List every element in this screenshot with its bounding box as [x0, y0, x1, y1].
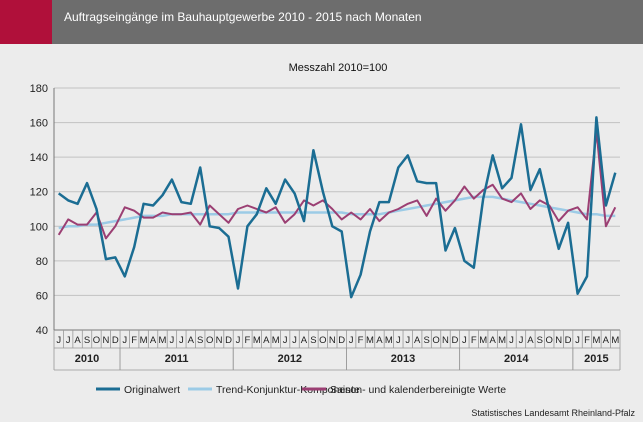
month-label: J: [509, 335, 514, 346]
month-label: F: [358, 335, 364, 346]
year-label-2012: 2012: [278, 353, 302, 365]
month-label: A: [527, 335, 534, 346]
month-label: J: [396, 335, 401, 346]
month-label: J: [170, 335, 175, 346]
month-label: J: [122, 335, 127, 346]
series-line-2: [57, 130, 617, 240]
chart-subtitle: Messzahl 2010=100: [289, 62, 388, 74]
month-label: M: [272, 335, 280, 346]
year-label-2011: 2011: [165, 353, 189, 365]
month-label: S: [310, 335, 316, 346]
month-label: F: [584, 335, 590, 346]
y-tick-label: 160: [30, 118, 48, 130]
month-label: M: [140, 335, 148, 346]
month-label: O: [93, 335, 100, 346]
y-tick-label: 40: [36, 325, 48, 337]
month-label: J: [349, 335, 354, 346]
month-label: J: [462, 335, 467, 346]
month-label: M: [385, 335, 393, 346]
month-label: O: [546, 335, 553, 346]
month-label: J: [179, 335, 184, 346]
y-tick-label: 140: [30, 152, 48, 164]
source-note: Statistisches Landesamt Rheinland-Pfalz: [471, 408, 635, 418]
month-label: M: [253, 335, 261, 346]
month-label: M: [611, 335, 619, 346]
month-label: J: [283, 335, 288, 346]
legend: Originalwert Trend-Konjunktur-KomponenteS…: [96, 384, 506, 396]
line-chart: Messzahl 2010=100 406080100120140160180 …: [30, 62, 621, 396]
month-label: M: [366, 335, 374, 346]
month-label: F: [244, 335, 250, 346]
month-label: M: [479, 335, 487, 346]
legend-label-1: Trend-Konjunktur-Komponente: [216, 384, 360, 396]
month-label: A: [150, 335, 157, 346]
chart-page-title: Auftragseingänge im Bauhauptgewerbe 2010…: [64, 10, 422, 24]
month-label: J: [56, 335, 61, 346]
month-label: N: [555, 335, 562, 346]
month-label: S: [423, 335, 429, 346]
y-tick-label: 180: [30, 83, 48, 95]
month-label: J: [292, 335, 297, 346]
month-label: A: [301, 335, 308, 346]
series-line-1: [58, 195, 616, 230]
month-label: A: [376, 335, 383, 346]
month-label: J: [575, 335, 580, 346]
month-label: J: [405, 335, 410, 346]
month-label: S: [537, 335, 543, 346]
month-label: A: [74, 335, 81, 346]
month-label: D: [112, 335, 119, 346]
month-label: O: [319, 335, 326, 346]
month-label: A: [263, 335, 270, 346]
month-label: M: [592, 335, 600, 346]
month-label: N: [442, 335, 449, 346]
chart-series: [57, 116, 617, 299]
month-label: A: [188, 335, 195, 346]
header-accent-block: [0, 0, 52, 44]
month-label: F: [131, 335, 137, 346]
year-label-2010: 2010: [75, 353, 99, 365]
year-label-2013: 2013: [391, 353, 415, 365]
month-label: A: [603, 335, 610, 346]
month-label: N: [329, 335, 336, 346]
month-label: O: [206, 335, 213, 346]
month-label: S: [197, 335, 203, 346]
month-label: D: [225, 335, 232, 346]
month-label: O: [432, 335, 439, 346]
month-label: J: [236, 335, 241, 346]
year-label-2014: 2014: [504, 353, 529, 365]
month-label: A: [489, 335, 496, 346]
month-label: A: [414, 335, 421, 346]
month-label: J: [66, 335, 71, 346]
month-label: M: [159, 335, 167, 346]
y-tick-label: 100: [30, 221, 48, 233]
month-label: D: [451, 335, 458, 346]
month-label: N: [216, 335, 223, 346]
y-tick-label: 80: [36, 256, 48, 268]
month-label: F: [471, 335, 477, 346]
month-label: D: [565, 335, 572, 346]
month-label: J: [519, 335, 524, 346]
year-label-2015: 2015: [584, 353, 608, 365]
y-tick-label: 120: [30, 187, 48, 199]
series-line-0: [57, 116, 617, 299]
y-tick-label: 60: [36, 290, 48, 302]
month-label: N: [102, 335, 109, 346]
y-gridlines: [54, 87, 620, 331]
month-label: D: [338, 335, 345, 346]
legend-label-2: Saison- und kalenderbereinigte Werte: [330, 384, 506, 396]
month-label: M: [498, 335, 506, 346]
month-label: S: [84, 335, 90, 346]
header-bar: Auftragseingänge im Bauhauptgewerbe 2010…: [0, 0, 643, 44]
legend-label-0: Originalwert: [124, 384, 180, 396]
y-axis: 40 60 80 100 120 140 160 180: [30, 83, 55, 337]
